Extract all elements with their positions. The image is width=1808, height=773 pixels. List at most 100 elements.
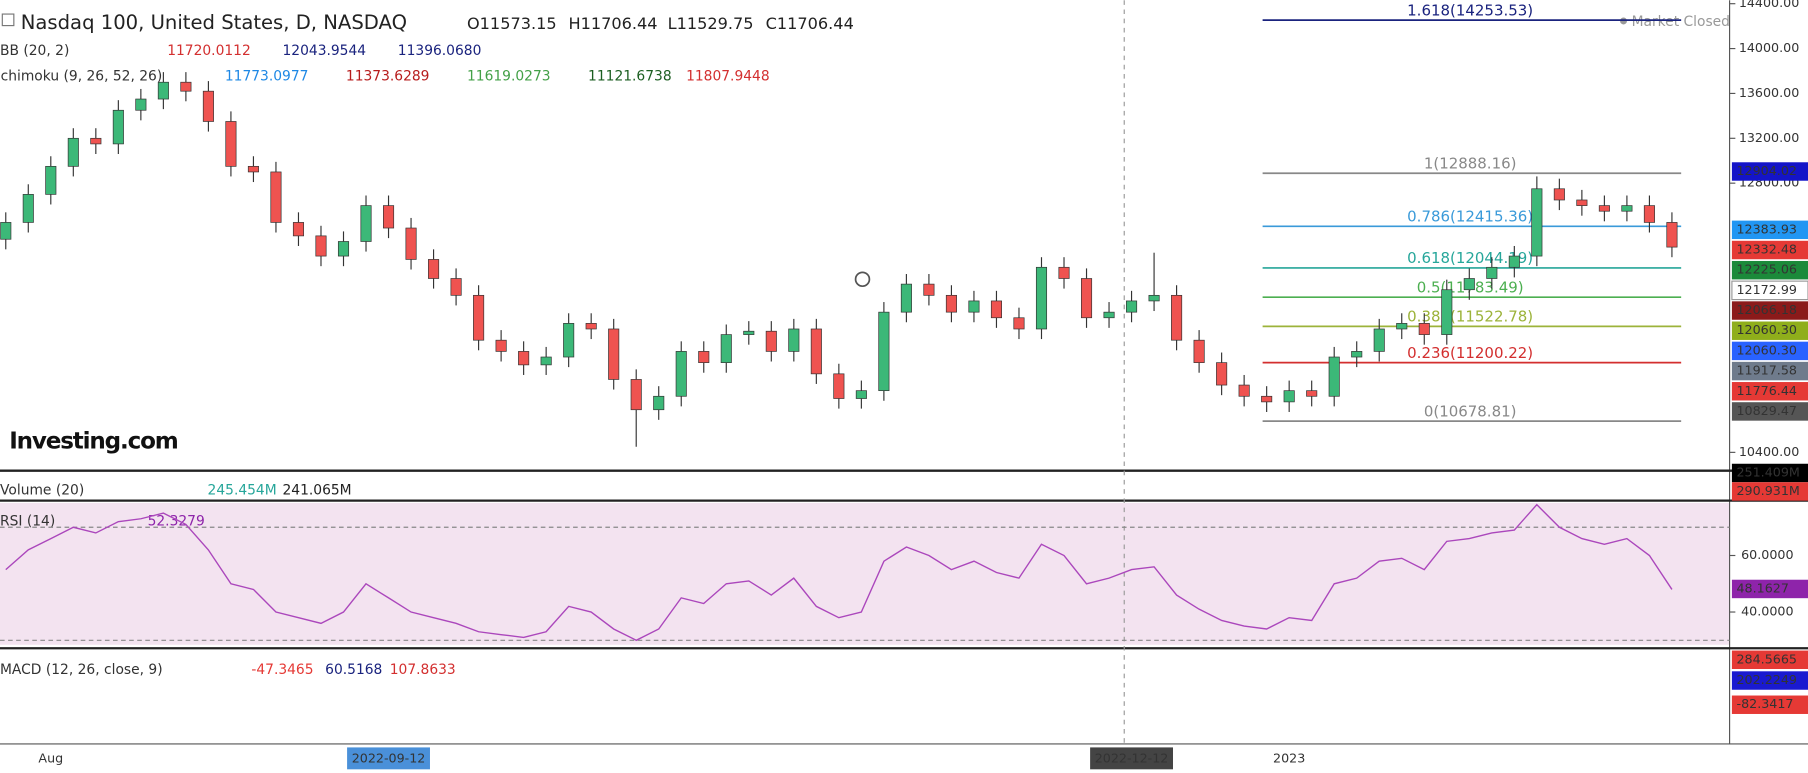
candle-body [1216,362,1228,386]
ohlc-open: O11573.15 [467,14,557,33]
price-tag-bg [1731,220,1808,240]
candle-body [1373,328,1385,352]
price-tag: 12225.06 [1737,262,1797,277]
indicator-label: Volume (20) [0,482,84,498]
candle-body [473,294,485,341]
candle-body [1261,395,1273,403]
y-tick-label: 40.0000 [1741,604,1793,619]
indicator-value: 107.8633 [390,662,456,678]
y-tick-label: 14400.00 [1739,0,1799,10]
candle-body [720,334,732,363]
candle-body [1080,278,1093,319]
axis-value-label-bg [1731,463,1808,483]
candle-body [1058,266,1070,279]
candle-body [292,222,305,237]
candle-body [1486,266,1498,279]
indicator-label: Ichimoku (9, 26, 52, 26) [0,68,162,84]
candle-body [1508,255,1520,268]
candle-body [1193,339,1205,363]
candle-body [518,351,530,366]
candle-body [1598,205,1610,212]
price-tag-bg [1731,382,1808,401]
candle-body [1463,278,1475,291]
price-tag: 12066.18 [1737,302,1797,317]
candle-body [270,171,282,223]
indicator-value: 241.065M [282,482,351,498]
candle-body [22,194,34,223]
candle-body [585,323,597,330]
candle-body [855,390,867,399]
x-tick-label: 2022-09-12 [352,750,426,765]
candle-body [990,300,1002,319]
candle-body [675,351,687,397]
indicator-value: 11619.0273 [467,68,551,84]
candle-body [630,379,642,411]
candle-body [1126,300,1138,313]
rsi-line [5,503,1673,642]
candle-body [0,222,12,240]
fib-label: 1.618(14253.53) [1407,1,1533,19]
indicator-value: 11807.9448 [686,68,770,84]
candle-body [1238,384,1250,397]
candle-body [45,165,57,195]
candle-body [1328,356,1340,397]
candle-body [698,351,710,363]
fib-label: 0.786(12415.36) [1407,208,1533,226]
candle-body [608,328,620,380]
indicator-value: 11121.6738 [588,68,672,84]
ohlc-close: C11706.44 [766,14,854,33]
cursor [854,271,871,288]
price-tag-bg [1731,321,1808,340]
price-tag-bg [1731,402,1808,421]
candle-body [1283,390,1295,403]
price-tag: 12172.99 [1737,282,1797,297]
candle-body [180,81,192,92]
price-tag: 12060.30 [1737,322,1797,337]
y-tick-label: 13200.00 [1739,130,1799,145]
axis-value-label: 284.5665 [1737,651,1797,666]
indicator-label: MACD (12, 26, close, 9) [0,662,163,678]
x-tick-label: 2022-12-12 [1095,750,1169,765]
candle-body [653,395,665,411]
candle-body [1553,188,1565,201]
collapse-icon[interactable] [1,13,15,27]
indicator-value: 11396.0680 [398,43,482,59]
indicator-label: RSI (14) [0,513,55,529]
candle-body [1171,294,1183,341]
candle-body [450,278,462,296]
indicator-value: 11773.0977 [225,68,309,84]
price-tag-bg [1731,301,1808,320]
candle-body [900,283,912,313]
axis-value-label-bg [1731,650,1808,669]
price-tag: 12383.93 [1737,221,1797,236]
axis-value-label: -82.3417 [1737,696,1794,711]
axis-value-label: 290.931M [1737,483,1800,498]
axis-value-label: 202.2249 [1737,672,1797,687]
indicator-value: 11373.6289 [346,68,430,84]
logo: Investing.com [9,428,178,454]
candle-body [1576,199,1588,206]
candle-body [968,300,980,313]
axis-value-label: 251.409M [1737,464,1800,479]
candle-body [563,323,575,358]
candle-body [405,227,417,260]
price-tag-bg [1731,361,1808,381]
candle-body [428,259,440,279]
candle-body [1103,311,1115,319]
candle-body [247,165,259,173]
x-tick-label: Aug [38,750,63,765]
symbol-title: Nasdaq 100, United States, D, NASDAQ [21,11,407,34]
price-tag: 11917.58 [1737,363,1797,378]
price-tag-bg [1731,341,1808,361]
candle-body [112,109,124,145]
axis-value-label-bg [1731,671,1808,690]
candle-body [1666,222,1678,248]
candle-body [225,121,237,167]
candle-body [1418,323,1430,335]
y-tick-label: 60.0000 [1741,547,1793,562]
indicator-label: BB (20, 2) [0,43,69,59]
indicator-value: 11720.0112 [167,43,251,59]
y-tick-label: 13600.00 [1739,85,1799,100]
indicator-value: 245.454M [208,482,277,498]
